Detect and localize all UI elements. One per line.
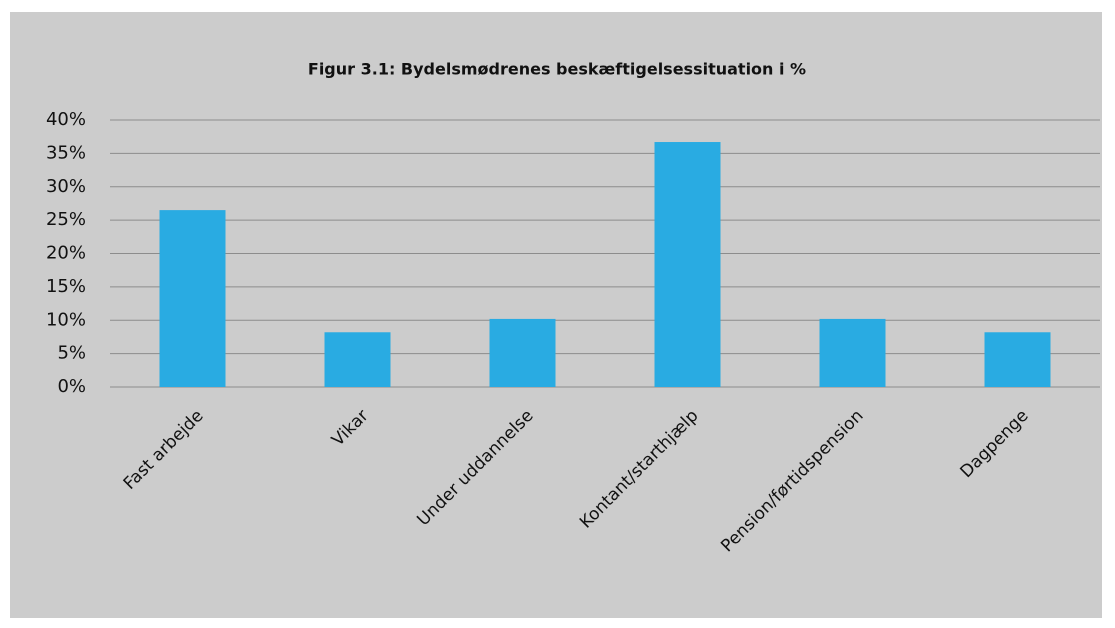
bar bbox=[489, 318, 556, 387]
bar bbox=[654, 142, 721, 387]
bar bbox=[324, 332, 391, 387]
y-tick-label: 5% bbox=[57, 343, 86, 364]
y-tick-label: 25% bbox=[46, 209, 86, 230]
y-tick-label: 20% bbox=[46, 243, 86, 264]
y-tick-label: 40% bbox=[46, 109, 86, 130]
bar bbox=[159, 210, 226, 387]
y-tick-label: 10% bbox=[46, 309, 86, 330]
y-tick-label: 30% bbox=[46, 176, 86, 197]
bar bbox=[984, 332, 1051, 387]
chart-title: Figur 3.1: Bydelsmødrenes beskæftigelses… bbox=[308, 60, 806, 79]
y-tick-label: 15% bbox=[46, 276, 86, 297]
y-tick-label: 35% bbox=[46, 142, 86, 163]
bar bbox=[819, 318, 886, 387]
y-tick-label: 0% bbox=[57, 376, 86, 397]
